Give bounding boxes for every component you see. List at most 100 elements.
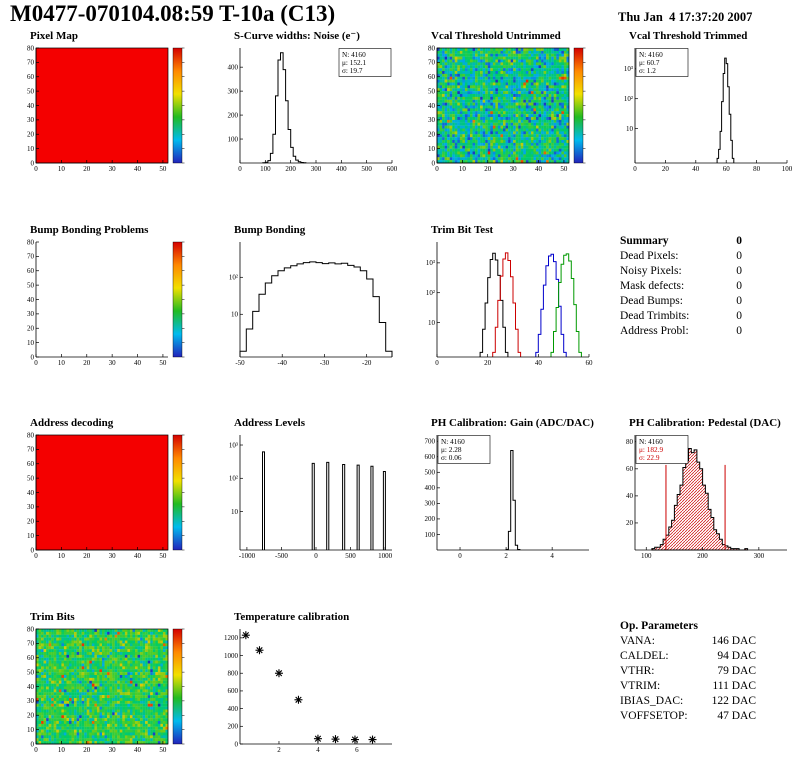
svg-text:20: 20 <box>83 746 91 754</box>
chart-title-trim-bit-test: Trim Bit Test <box>431 224 494 236</box>
svg-text:100: 100 <box>260 165 271 173</box>
svg-text:30: 30 <box>109 552 117 560</box>
svg-text:-500: -500 <box>275 552 288 560</box>
svg-text:800: 800 <box>228 670 239 678</box>
op-parameter-label: VOFFSETOP: <box>620 710 688 722</box>
svg-text:30: 30 <box>109 746 117 754</box>
svg-text:N: 4160: N: 4160 <box>639 437 663 446</box>
op-parameter-row: VOFFSETOP: 47 DAC <box>620 709 756 724</box>
svg-text:40: 40 <box>27 296 35 304</box>
svg-text:50: 50 <box>27 281 35 289</box>
svg-text:1000: 1000 <box>224 652 239 660</box>
svg-text:300: 300 <box>754 552 765 560</box>
svg-text:30: 30 <box>27 697 35 705</box>
chart-title-bump-problems: Bump Bonding Problems <box>30 224 149 236</box>
chart-title-pixel-map: Pixel Map <box>30 30 78 42</box>
svg-text:0: 0 <box>34 359 38 367</box>
svg-text:100: 100 <box>782 165 793 173</box>
svg-text:40: 40 <box>535 359 543 367</box>
summary-row-value: 0 <box>736 325 742 337</box>
svg-text:-1000: -1000 <box>239 552 256 560</box>
chart-cell-trim-bit-test: Trim Bit Test 0 20 40 60 10 10² 10³ <box>409 224 605 374</box>
address-levels-histogram: -1000 -500 0 500 1000 10 10² 10³ <box>229 435 393 560</box>
svg-text:50: 50 <box>159 165 167 173</box>
op-parameter-value: 122 DAC <box>711 695 756 707</box>
svg-text:2: 2 <box>277 746 281 754</box>
svg-text:10: 10 <box>27 726 35 734</box>
svg-text:300: 300 <box>228 87 239 95</box>
summary-total: 0 <box>736 235 742 247</box>
chart-cell-vcal-trimmed: Vcal Threshold Trimmed 0 20 40 60 80 100 10 10²… <box>607 30 796 180</box>
svg-text:20: 20 <box>626 519 634 527</box>
svg-text:40: 40 <box>27 102 35 110</box>
op-parameter-label: CALDEL: <box>620 650 669 662</box>
svg-text:1200: 1200 <box>224 634 239 642</box>
svg-text:60: 60 <box>626 465 634 473</box>
svg-text:10³: 10³ <box>229 441 238 449</box>
svg-text:100: 100 <box>425 531 436 539</box>
summary-row-value: 0 <box>736 295 742 307</box>
svg-text:40: 40 <box>134 746 142 754</box>
svg-text:80: 80 <box>428 44 436 52</box>
svg-text:0: 0 <box>435 165 439 173</box>
svg-text:0: 0 <box>31 546 35 554</box>
svg-text:30: 30 <box>109 165 117 173</box>
chart-title-trim-bits: Trim Bits <box>30 611 75 623</box>
svg-text:80: 80 <box>27 625 35 633</box>
svg-text:10: 10 <box>27 145 35 153</box>
chart-cell-ph-gain: PH Calibration: Gain (ADC/DAC) 0 2 4 100 200… <box>409 417 605 567</box>
bump-bonding-problems-heatmap: 0 10 20 30 40 50 0 10 20 30 40 50 60 70 80 <box>27 238 185 367</box>
summary-row-value: 0 <box>736 280 742 292</box>
svg-text:6: 6 <box>355 746 359 754</box>
svg-text:100: 100 <box>641 552 652 560</box>
svg-text:600: 600 <box>425 453 436 461</box>
svg-text:70: 70 <box>27 446 35 454</box>
temperature-calibration-scatter: 2 4 6 0 200 400 600 800 1000 1200 <box>224 629 392 754</box>
svg-text:10²: 10² <box>229 274 238 282</box>
op-parameter-value: 79 DAC <box>717 665 756 677</box>
svg-text:20: 20 <box>27 712 35 720</box>
op-parameter-value: 94 DAC <box>717 650 756 662</box>
vcal-untrimmed-heatmap: 0 10 20 30 40 50 0 10 20 30 40 50 60 70 80 <box>428 44 586 173</box>
svg-text:30: 30 <box>27 310 35 318</box>
svg-text:70: 70 <box>27 59 35 67</box>
op-parameter-row: IBIAS_DAC: 122 DAC <box>620 694 756 709</box>
svg-text:70: 70 <box>428 59 436 67</box>
summary-row-value: 0 <box>736 310 742 322</box>
chart-cell-temperature: Temperature calibration 2 4 6 0 200 400 600 800… <box>212 611 408 761</box>
summary-title-row: Summary 0 <box>620 234 742 249</box>
svg-text:50: 50 <box>27 474 35 482</box>
summary-row-label: Dead Bumps: <box>620 295 683 307</box>
svg-text:20: 20 <box>83 552 91 560</box>
summary-title: Summary <box>620 235 669 247</box>
svg-text:20: 20 <box>428 131 436 139</box>
svg-text:0: 0 <box>235 740 239 748</box>
chart-title-temperature: Temperature calibration <box>234 611 350 623</box>
svg-text:20: 20 <box>484 165 492 173</box>
svg-text:10: 10 <box>626 125 634 133</box>
op-parameter-value: 47 DAC <box>717 710 756 722</box>
svg-text:400: 400 <box>425 484 436 492</box>
svg-text:N: 4160: N: 4160 <box>441 437 465 446</box>
summary-row-value: 0 <box>736 250 742 262</box>
svg-text:20: 20 <box>83 359 91 367</box>
chart-title-ph-gain: PH Calibration: Gain (ADC/DAC) <box>431 417 594 429</box>
chart-title-ph-pedestal: PH Calibration: Pedestal (DAC) <box>629 417 781 429</box>
svg-text:σ: 22.9: σ: 22.9 <box>639 453 660 462</box>
svg-text:μ: 60.7: μ: 60.7 <box>639 58 660 67</box>
svg-text:60: 60 <box>723 165 731 173</box>
svg-text:80: 80 <box>27 44 35 52</box>
chart-cell-bump-problems: Bump Bonding Problems 0 10 20 30 40 50 0 10 20 30… <box>8 224 204 374</box>
svg-text:0: 0 <box>31 159 35 167</box>
svg-text:10: 10 <box>428 145 436 153</box>
svg-text:200: 200 <box>228 111 239 119</box>
svg-text:10: 10 <box>231 508 239 516</box>
svg-text:400: 400 <box>228 705 239 713</box>
svg-text:60: 60 <box>27 460 35 468</box>
chart-cell-bump-bonding: Bump Bonding -50 -40 -30 -20 10 10² <box>212 224 408 374</box>
svg-text:10: 10 <box>231 311 239 319</box>
svg-text:60: 60 <box>27 654 35 662</box>
